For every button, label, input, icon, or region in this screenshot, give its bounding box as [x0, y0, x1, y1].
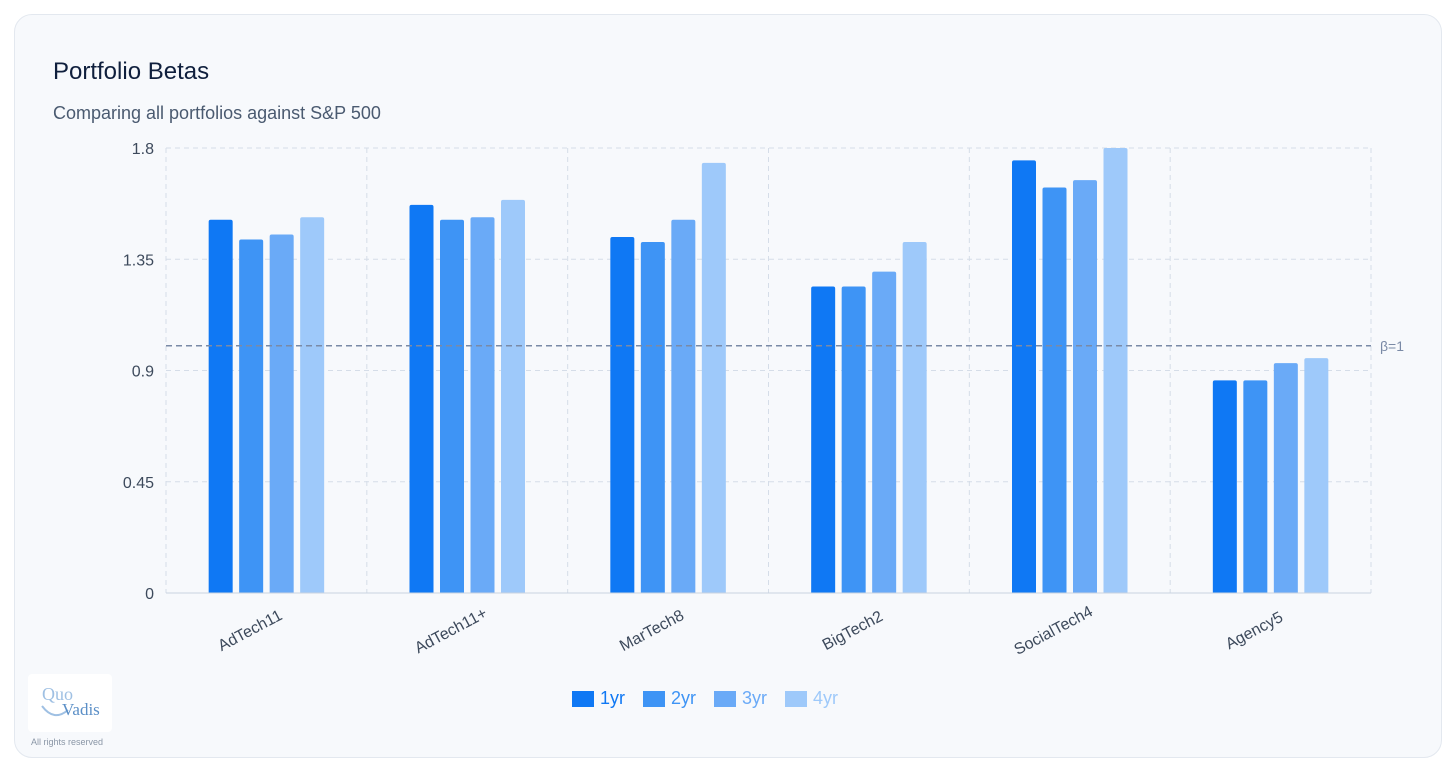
bar-2yr-bigtech2[interactable] — [841, 286, 866, 593]
logo-text-vadis: Vadis — [62, 700, 100, 719]
bar-4yr-agency5[interactable] — [1304, 358, 1329, 593]
legend-label: 2yr — [670, 688, 696, 708]
bar-1yr-agency5[interactable] — [1212, 380, 1237, 593]
legend-label: 4yr — [813, 688, 839, 708]
bar-1yr-bigtech2[interactable] — [811, 286, 836, 593]
bar-2yr-martech8[interactable] — [640, 241, 665, 593]
y-tick-label: 0.9 — [132, 364, 154, 381]
legend-swatch — [642, 690, 665, 707]
legend-item-1yr[interactable]: 1yr — [571, 688, 625, 709]
legend-swatch — [571, 690, 594, 707]
copyright-notice: All rights reserved — [31, 737, 104, 747]
bar-3yr-agency5[interactable] — [1273, 363, 1298, 593]
bar-3yr-martech8[interactable] — [671, 219, 696, 593]
legend-label: 1yr — [599, 688, 625, 708]
bars — [208, 148, 1329, 594]
legend-swatch — [714, 690, 736, 707]
bar-4yr-bigtech2[interactable] — [902, 241, 927, 593]
logo-text-quo: Quo — [42, 684, 73, 704]
x-tick-label: Agency5 — [1223, 609, 1286, 653]
x-tick-label: AdTech11 — [215, 607, 285, 655]
bar-3yr-socialtech4[interactable] — [1073, 180, 1097, 593]
x-tick-label: BigTech2 — [820, 608, 886, 654]
bar-2yr-socialtech4[interactable] — [1042, 187, 1067, 594]
bar-3yr-adtech11[interactable] — [470, 217, 495, 593]
reference-line-label: β=1 — [1380, 338, 1404, 354]
y-tick-label: 0.45 — [123, 475, 154, 492]
bar-2yr-adtech11[interactable] — [239, 239, 264, 593]
legend-item-4yr[interactable]: 4yr — [785, 688, 838, 709]
bar-1yr-martech8[interactable] — [610, 237, 635, 593]
bar-4yr-adtech11[interactable] — [501, 199, 525, 593]
legend-item-2yr[interactable]: 2yr — [642, 688, 696, 709]
bar-2yr-adtech11[interactable] — [440, 219, 464, 593]
bar-3yr-adtech11[interactable] — [269, 234, 294, 593]
legend-item-3yr[interactable]: 3yr — [714, 688, 767, 709]
bar-4yr-adtech11[interactable] — [300, 217, 325, 593]
chart-subtitle: Comparing all portfolios against S&P 500 — [53, 103, 381, 123]
quo-vadis-logo: Quo Vadis — [28, 674, 112, 732]
bar-4yr-martech8[interactable] — [701, 162, 726, 594]
bar-3yr-bigtech2[interactable] — [872, 271, 897, 593]
reference-line-group: β=1 — [166, 338, 1404, 354]
bar-1yr-adtech11[interactable] — [409, 204, 434, 593]
bar-1yr-adtech11[interactable] — [208, 219, 233, 593]
page-title: Portfolio Betas — [53, 58, 210, 85]
x-tick-label: MarTech8 — [617, 607, 687, 655]
legend-swatch — [785, 690, 808, 707]
y-tick-label: 1.35 — [123, 252, 154, 269]
bar-2yr-agency5[interactable] — [1243, 380, 1268, 593]
bar-4yr-socialtech4[interactable] — [1103, 148, 1128, 593]
chart-legend: 1yr 2yr 3yr 4yr — [0, 688, 1410, 709]
y-tick-label: 0 — [145, 586, 154, 603]
legend-label: 3yr — [742, 688, 768, 708]
bar-1yr-socialtech4[interactable] — [1012, 160, 1036, 593]
x-tick-label: AdTech11+ — [412, 605, 490, 657]
logo-swoosh-icon — [41, 705, 69, 717]
x-tick-label: SocialTech4 — [1012, 603, 1096, 659]
grid-lines — [165, 147, 1372, 593]
y-tick-label: 1.8 — [132, 141, 154, 158]
